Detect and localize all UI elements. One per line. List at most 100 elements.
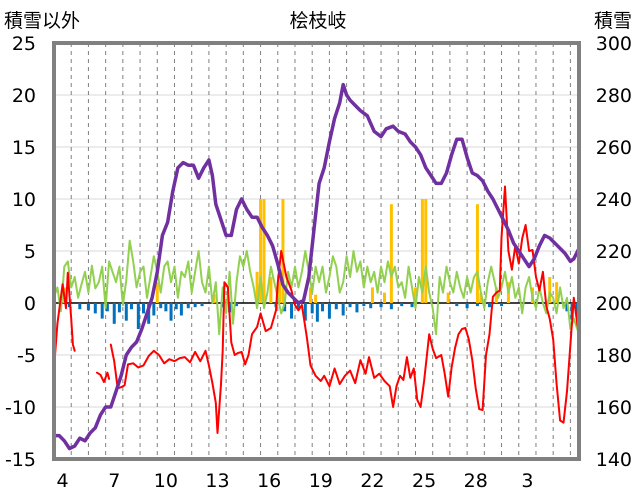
orange-bar <box>548 277 552 303</box>
green-line <box>53 239 580 336</box>
blue-bar <box>321 303 325 312</box>
blue-bar <box>355 303 359 313</box>
blue-bar <box>334 303 338 310</box>
blue-bar <box>129 303 133 310</box>
orange-bar <box>308 287 312 303</box>
orange-bar <box>424 199 428 303</box>
left-tick-label: -15 <box>5 449 36 471</box>
left-tick-label: -5 <box>17 345 36 367</box>
right-tick-label: 300 <box>596 33 632 55</box>
x-tick-label: 25 <box>412 470 436 492</box>
series-layer <box>52 82 581 451</box>
snow_depth-line <box>52 82 581 451</box>
blue-bar <box>200 303 204 307</box>
left-tick-label: 0 <box>24 293 36 315</box>
blue-bar <box>117 303 121 313</box>
orange-bar <box>259 199 263 303</box>
blue-bar <box>341 303 345 316</box>
blue-bar <box>142 303 146 314</box>
right-tick-label: 140 <box>596 449 632 471</box>
orange-bar <box>281 199 285 303</box>
blue-bar <box>487 303 491 308</box>
left-tick-label: 5 <box>24 241 36 263</box>
blue-bar <box>290 303 294 319</box>
orange-bar <box>382 292 386 303</box>
left-tick-label: 20 <box>12 85 36 107</box>
blue-bar <box>112 303 116 324</box>
blue-bar <box>186 303 190 309</box>
red-line <box>109 185 580 434</box>
blue-bar <box>93 303 97 314</box>
blue-bar <box>465 303 469 309</box>
blue-bar <box>136 303 140 329</box>
blue-bar <box>500 303 504 307</box>
blue-bar <box>362 303 366 307</box>
orange-bar <box>277 271 281 303</box>
axes: 25 20 15 10 5 0 -5 -10 -15 300 280 260 240 220 200 180 1… <box>5 33 632 492</box>
x-tick-label: 7 <box>108 470 120 492</box>
blue-bar <box>159 303 163 309</box>
red-line <box>53 271 76 370</box>
orange-bar <box>262 199 266 303</box>
orange-bar <box>494 287 498 303</box>
blue-bar <box>169 303 173 321</box>
blue-bar <box>369 303 373 309</box>
series-green <box>53 239 580 336</box>
right-axis-label: 積雪 <box>594 10 632 32</box>
orange-bar <box>420 199 424 303</box>
blue-bar <box>100 303 104 319</box>
x-tick-label: 19 <box>309 470 333 492</box>
plot-frame <box>52 41 581 461</box>
left-axis-label: 積雪以外 <box>4 10 80 32</box>
orange-bar <box>555 282 559 303</box>
right-tick-label: 220 <box>596 241 632 263</box>
orange-bar <box>413 287 417 303</box>
blue-bar <box>283 303 287 312</box>
blue-bar <box>389 303 393 310</box>
blue-bar <box>164 303 168 312</box>
x-tick-label: 4 <box>57 470 69 492</box>
blue-bar <box>105 303 109 312</box>
orange-bar <box>255 271 259 303</box>
blue-bar <box>179 303 183 316</box>
orange-bar <box>446 292 450 303</box>
x-tick-label: 16 <box>257 470 281 492</box>
x-tick-label: 10 <box>154 470 178 492</box>
left-tick-label: 25 <box>12 33 36 55</box>
orange-bar <box>370 287 374 303</box>
orange-bar <box>155 282 159 303</box>
blue-bar <box>327 303 331 319</box>
blue-bar <box>315 303 319 322</box>
blue-bar <box>348 303 352 308</box>
blue-bar <box>303 303 307 321</box>
red-line <box>96 371 111 383</box>
blue-bar <box>455 303 459 307</box>
blue-bar <box>410 303 414 308</box>
blue-bar <box>221 303 225 308</box>
orange-bar <box>475 204 479 303</box>
blue-bar <box>174 303 178 310</box>
x-tick-label: 28 <box>464 470 488 492</box>
blue-bar <box>296 303 300 310</box>
right-tick-label: 160 <box>596 397 632 419</box>
chart-title: 桧枝岐 <box>289 10 346 32</box>
blue-bar <box>124 303 128 321</box>
left-tick-label: 15 <box>12 137 36 159</box>
blue-bar <box>310 303 314 314</box>
right-tick-label: 180 <box>596 345 632 367</box>
blue-bar <box>78 303 82 310</box>
series-orange <box>62 199 559 303</box>
series-red <box>53 185 580 434</box>
orange-bar <box>479 292 483 303</box>
right-tick-label: 260 <box>596 137 632 159</box>
orange-bar <box>269 277 273 303</box>
blue-bar <box>234 303 238 307</box>
series-snow_depth <box>52 82 581 451</box>
left-tick-label: -10 <box>5 397 36 419</box>
orange-bar <box>314 294 318 303</box>
blue-bar <box>400 303 404 307</box>
right-tick-label: 280 <box>596 85 632 107</box>
left-tick-label: 10 <box>12 189 36 211</box>
blue-bar <box>565 303 569 312</box>
